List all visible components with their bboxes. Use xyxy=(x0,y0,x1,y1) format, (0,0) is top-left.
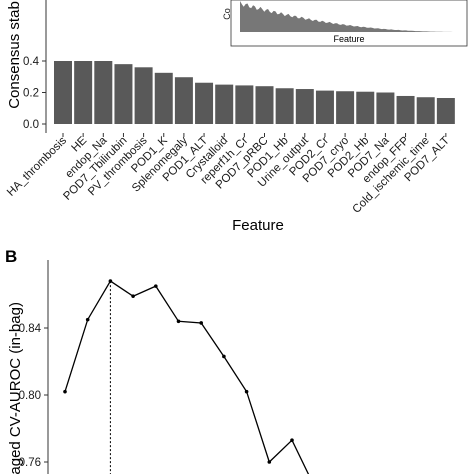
panel-b-label: B xyxy=(5,247,17,266)
panel-a-bars xyxy=(54,61,455,124)
inset-y-axis-title: Co xyxy=(222,8,232,20)
panel-a-x-tick-label: HA_thrombosis xyxy=(5,134,69,198)
panel-a-y-ticks: 0.0 0.2 0.4 xyxy=(23,56,46,131)
panel-b-y-tick-label: 0.84 xyxy=(19,323,42,335)
panel-b-point xyxy=(199,321,203,325)
panel-a-y-tick-label: 0.4 xyxy=(23,56,40,68)
panel-a-inset-chart: Co Feature xyxy=(222,0,468,47)
panel-a-bar xyxy=(436,98,455,124)
panel-b-series-line xyxy=(64,280,310,474)
panel-a-x-axis-title: Feature xyxy=(232,217,284,234)
panel-a-bar xyxy=(356,91,375,124)
panel-b-point xyxy=(63,389,67,394)
panel-b-y-tick-label: 0.80 xyxy=(19,390,41,402)
panel-b-point xyxy=(154,284,158,288)
panel-b-point xyxy=(131,294,135,298)
panel-a-bar-chart: Consensus stab 0.0 0.2 0.4 HA_thrombosis HE… xyxy=(5,0,468,234)
panel-a-bar xyxy=(114,64,133,124)
panel-b-line-chart: B eraged CV-AUROC (in-bag) 0.76 0.80 0.84 xyxy=(5,247,310,474)
panel-b-point xyxy=(244,389,249,394)
inset-x-axis-title: Feature xyxy=(333,34,364,44)
panel-a-y-tick-label: 0.0 xyxy=(23,119,39,131)
inset-frame xyxy=(230,0,468,47)
panel-a-bar xyxy=(295,89,314,124)
panel-a-bar xyxy=(174,77,193,124)
inset-bars-profile xyxy=(240,1,464,32)
panel-b-point xyxy=(176,319,181,324)
panel-a-bar xyxy=(315,90,334,124)
panel-b-y-axis-title: eraged CV-AUROC (in-bag) xyxy=(7,302,24,474)
panel-a-x-ticks: HA_thrombosis HEendop_NaPOD7_TbilirubinPV… xyxy=(5,133,452,216)
panel-a-y-axis-title: Consensus stab xyxy=(6,1,23,109)
panel-a-bar xyxy=(134,67,153,124)
panel-b-point xyxy=(222,354,226,359)
panel-a-bar xyxy=(94,61,113,124)
panel-b-point xyxy=(108,279,113,283)
panel-a-bar xyxy=(195,82,214,124)
panel-a-bar xyxy=(54,61,72,124)
panel-a-y-tick-label: 0.2 xyxy=(23,88,39,100)
panel-b-y-ticks: 0.76 0.80 0.84 xyxy=(19,323,48,469)
panel-a-bar xyxy=(154,72,173,124)
panel-a-bar xyxy=(396,95,415,124)
panel-b-point xyxy=(85,317,90,322)
panel-b-point xyxy=(267,460,272,464)
panel-a-bar xyxy=(74,61,93,124)
panel-a-bar xyxy=(376,92,395,124)
panel-a-bar xyxy=(255,86,274,124)
panel-a-bar xyxy=(275,88,294,124)
panel-b-y-tick-label: 0.76 xyxy=(19,457,41,469)
panel-b-point xyxy=(290,438,294,443)
panel-a-bar xyxy=(215,84,234,124)
panel-a-bar xyxy=(416,97,435,124)
panel-b-points xyxy=(63,279,294,464)
panel-a-bar xyxy=(336,91,355,124)
panel-a-bar xyxy=(235,85,254,124)
